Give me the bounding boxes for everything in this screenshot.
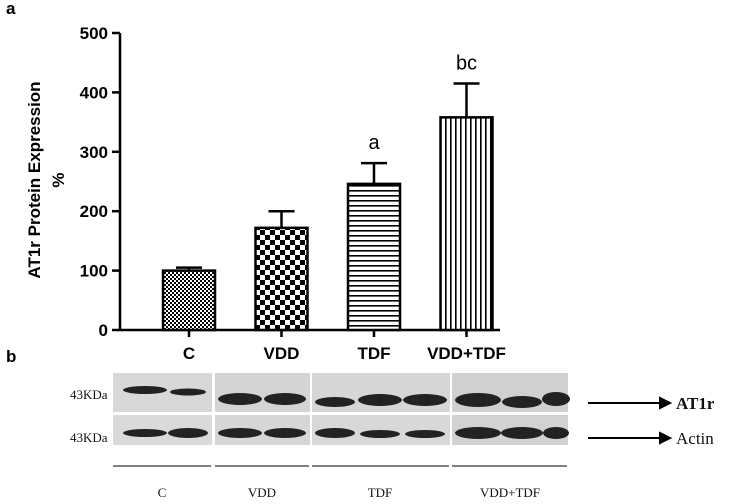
group-label: C bbox=[158, 485, 167, 500]
y-tick-label: 0 bbox=[99, 321, 108, 340]
x-tick-label: C bbox=[183, 344, 195, 363]
blot-image bbox=[113, 373, 570, 445]
panel-label: b bbox=[6, 347, 16, 366]
bar bbox=[161, 269, 217, 332]
x-tick-label: VDD bbox=[264, 344, 300, 363]
group-label: TDF bbox=[368, 485, 393, 500]
annotation: a bbox=[368, 132, 380, 154]
bar bbox=[439, 116, 494, 332]
y-tick-label: 400 bbox=[80, 83, 108, 102]
y-tick-label: 100 bbox=[80, 262, 108, 281]
y-axis-label: % bbox=[49, 172, 68, 187]
annotation: bc bbox=[456, 52, 477, 74]
blot: b 43KDa 43KDa AT1r Actin bbox=[6, 347, 715, 500]
x-tick-label: VDD+TDF bbox=[427, 344, 506, 363]
bar bbox=[254, 226, 309, 332]
bar bbox=[346, 182, 402, 332]
y-tick-label: 500 bbox=[80, 24, 108, 43]
blot-target: AT1r bbox=[676, 394, 715, 413]
y-axis-label: AT1r Protein Expression bbox=[25, 81, 44, 278]
group-label: VDD bbox=[248, 485, 276, 500]
x-tick-label: TDF bbox=[357, 344, 390, 363]
plot: 0 100 200 300 400 500 C VDD TDF VDD+TDF a bc bbox=[80, 24, 506, 363]
blot-target: Actin bbox=[676, 429, 714, 448]
row-label: 43KDa bbox=[70, 387, 108, 402]
y-tick-label: 200 bbox=[80, 202, 108, 221]
row-label: 43KDa bbox=[70, 430, 108, 445]
y-tick-label: 300 bbox=[80, 143, 108, 162]
group-label: VDD+TDF bbox=[480, 485, 540, 500]
panel-label: a bbox=[6, 0, 16, 18]
